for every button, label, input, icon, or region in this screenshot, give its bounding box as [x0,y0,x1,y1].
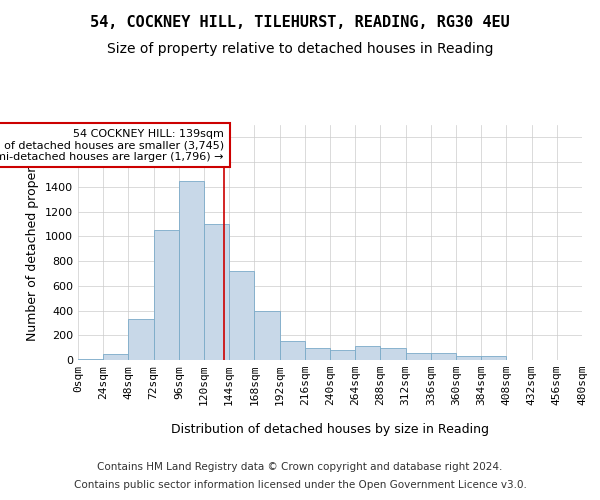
Bar [380,348,406,360]
Text: Size of property relative to detached houses in Reading: Size of property relative to detached ho… [107,42,493,56]
Bar [406,353,431,360]
Bar [229,271,254,360]
Text: Distribution of detached houses by size in Reading: Distribution of detached houses by size … [171,422,489,436]
Bar [154,230,179,360]
Y-axis label: Number of detached properties: Number of detached properties [26,144,40,341]
Text: Contains HM Land Registry data © Crown copyright and database right 2024.: Contains HM Land Registry data © Crown c… [97,462,503,472]
Bar [254,310,280,360]
Bar [481,356,506,360]
Text: 54, COCKNEY HILL, TILEHURST, READING, RG30 4EU: 54, COCKNEY HILL, TILEHURST, READING, RG… [90,15,510,30]
Bar [355,346,380,360]
Bar [280,342,305,360]
Bar [330,350,355,360]
Text: Contains public sector information licensed under the Open Government Licence v3: Contains public sector information licen… [74,480,526,490]
Text: 54 COCKNEY HILL: 139sqm
← 67% of detached houses are smaller (3,745)
32% of semi: 54 COCKNEY HILL: 139sqm ← 67% of detache… [0,128,224,162]
Bar [204,224,229,360]
Bar [179,180,204,360]
Bar [128,319,154,360]
Bar [78,359,103,360]
Bar [305,348,330,360]
Bar [431,353,456,360]
Bar [103,354,128,360]
Bar [456,356,481,360]
